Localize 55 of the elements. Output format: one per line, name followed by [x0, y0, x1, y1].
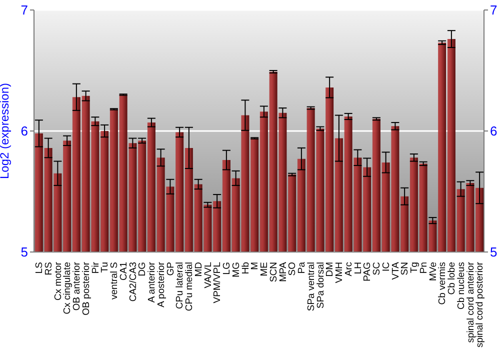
x-tick-label: Pn — [418, 262, 430, 274]
x-tick-label: PAG — [362, 262, 374, 282]
x-tick-label: Cx cingulate — [62, 262, 74, 314]
x-tick-label: Cb lobe — [446, 262, 458, 295]
y2-tick-label: 5 — [490, 244, 498, 260]
x-tick-label: DM — [324, 262, 336, 277]
x-tick-label: GP — [165, 262, 176, 276]
x-tick-label: M — [250, 262, 261, 270]
x-tick-label: spinal cord anterior — [465, 262, 476, 343]
x-tick-label: Arc — [343, 262, 354, 276]
x-tick-label: VA/VL — [202, 262, 214, 288]
x-tick-label: A anterior — [146, 262, 158, 303]
x-tick-label: VTA — [390, 261, 402, 280]
x-tick-label: MVe — [428, 262, 439, 282]
x-tick-label: SO — [287, 262, 298, 276]
x-tick-label: Tg — [409, 262, 420, 274]
x-tick-label: Hb — [240, 262, 252, 274]
x-tick-label: CA1 — [118, 262, 130, 280]
x-tick-label: ventral S — [109, 262, 120, 300]
x-tick-label: ME — [259, 262, 270, 276]
x-tick-label: OB posterior — [80, 262, 92, 316]
y-tick-label: 5 — [20, 244, 28, 260]
x-tick-label: LS — [34, 262, 46, 274]
x-tick-label: Cx motor — [52, 262, 64, 301]
y-tick-label: 6 — [20, 124, 28, 139]
x-tick-label: DG — [137, 262, 148, 276]
x-tick-label: Pir — [90, 262, 102, 274]
x-tick-label: OB anterior — [72, 262, 83, 311]
x-tick-label: VMH — [334, 262, 346, 284]
x-tick-label: SPa dorsal — [315, 262, 326, 308]
x-tick-label: Tu — [100, 262, 111, 273]
y2-tick-label: 6 — [490, 124, 498, 139]
y2-tick-label: 7 — [490, 2, 498, 18]
x-tick-label: SPa ventral — [306, 262, 317, 312]
x-tick-label: CPu lateral — [174, 262, 186, 309]
x-tick-label: Pa — [296, 261, 308, 274]
x-tick-label: LH — [352, 262, 364, 274]
x-tick-label: A posterior — [156, 262, 167, 308]
x-tick-label: LG — [222, 262, 233, 275]
x-tick-label: MG — [230, 262, 242, 278]
x-tick-label: spinal cord posterior — [474, 262, 486, 348]
x-tick-label: Cb nucleus — [456, 262, 467, 310]
x-tick-label: VPM/VPL — [212, 262, 224, 304]
y-axis-title: Log2 (expression) — [0, 82, 12, 180]
x-tick-label: SN — [400, 262, 411, 276]
x-tick-label: Cb vermis — [437, 262, 448, 305]
y-tick-label: 7 — [20, 2, 28, 18]
x-tick-label: CPu medial — [184, 262, 196, 312]
x-tick-label: SC — [372, 262, 383, 276]
x-tick-label: MD — [193, 262, 204, 277]
x-tick-label: RS — [43, 262, 54, 276]
x-tick-label: IC — [380, 262, 392, 272]
x-tick-label: SCN — [268, 262, 280, 282]
x-tick-label: CA2/CA3 — [128, 262, 139, 302]
x-tick-label: MPA — [278, 261, 289, 282]
